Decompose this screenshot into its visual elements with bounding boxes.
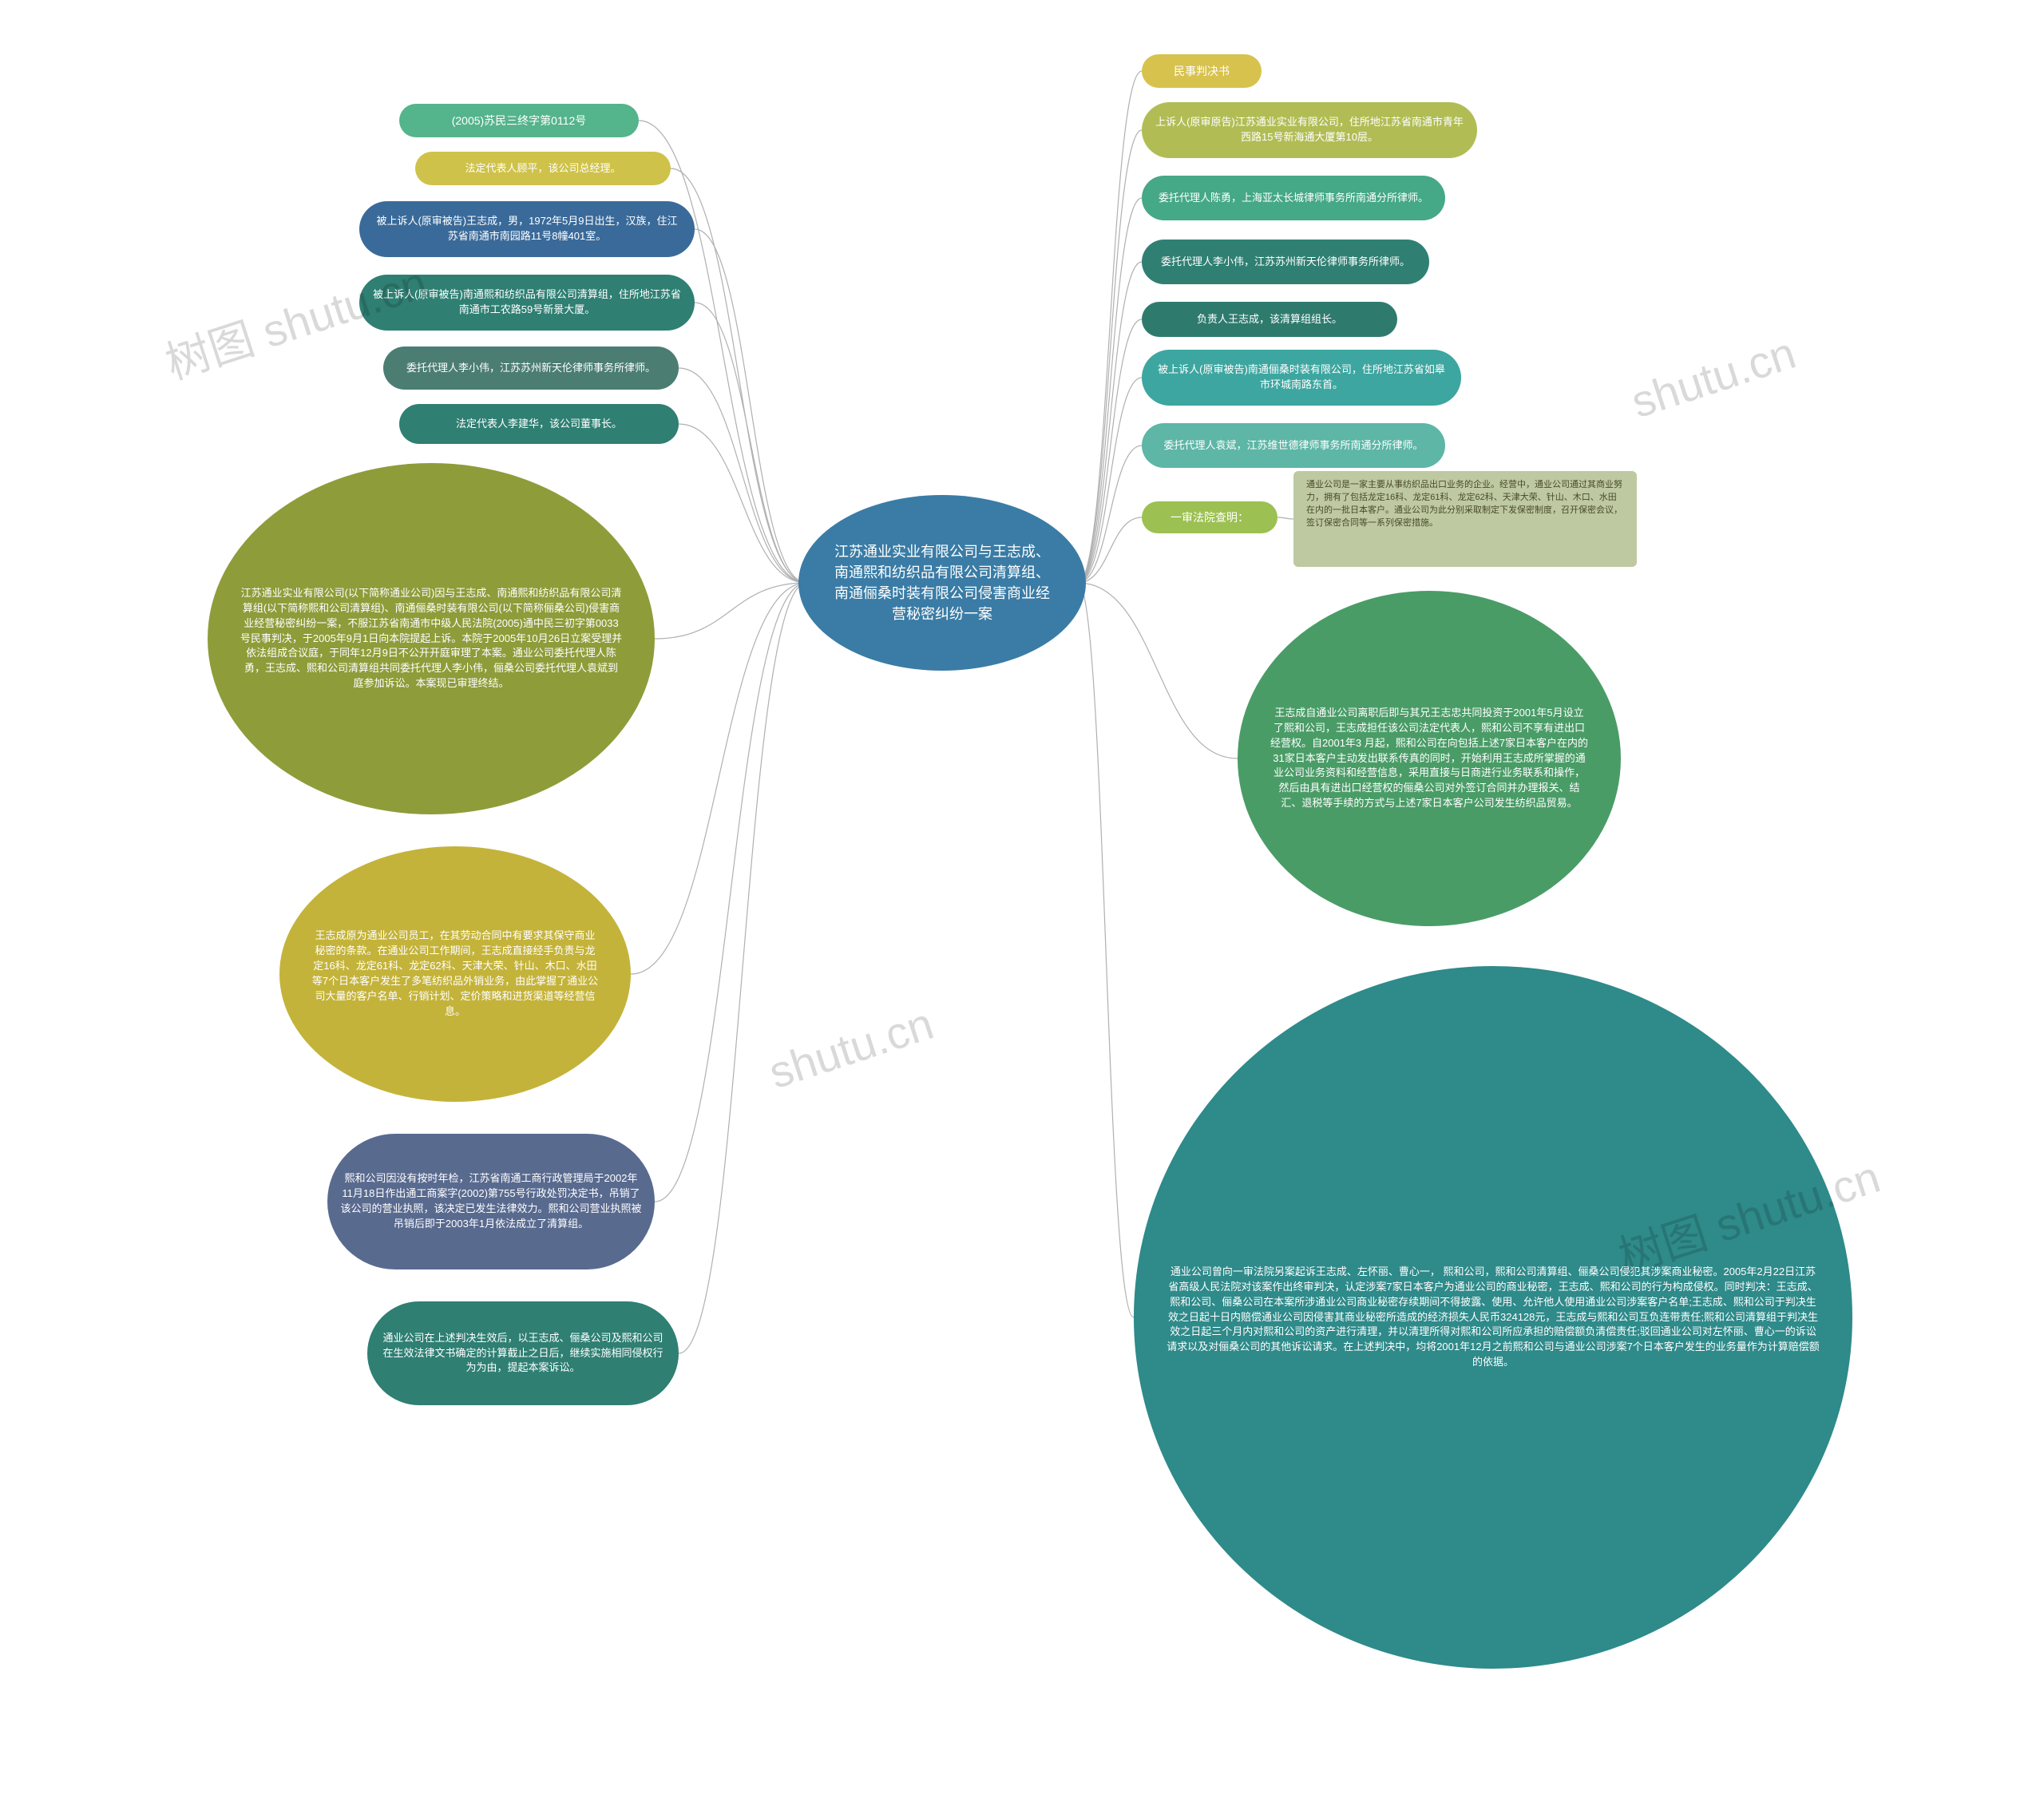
node-label: 王志成自通业公司离职后即与其兄王志忠共同投资于2001年5月设立了熙和公司，王志… bbox=[1270, 706, 1589, 811]
node-r04: 委托代理人李小伟，江苏苏州新天伦律师事务所律师。 bbox=[1142, 240, 1429, 284]
node-label: 被上诉人(原审被告)南通俪桑时装有限公司，住所地江苏省如皋市环城南路东首。 bbox=[1155, 362, 1448, 393]
node-r10: 通业公司曾向一审法院另案起诉王志成、左怀丽、曹心一， 熙和公司，熙和公司清算组、… bbox=[1134, 966, 1852, 1669]
connector bbox=[1078, 130, 1142, 583]
connector bbox=[695, 303, 806, 583]
node-r08a: 通业公司是一家主要从事纺织品出口业务的企业。经营中，通业公司通过其商业努力，拥有… bbox=[1293, 471, 1637, 567]
node-label: 委托代理人李小伟，江苏苏州新天伦律师事务所律师。 bbox=[1161, 255, 1410, 270]
node-label: 法定代表人李建华，该公司董事长。 bbox=[456, 417, 622, 432]
node-label: 王志成原为通业公司员工，在其劳动合同中有要求其保守商业秘密的条款。在通业公司工作… bbox=[311, 929, 599, 1019]
node-r05: 负责人王志成，该清算组组长。 bbox=[1142, 302, 1397, 337]
node-label: (2005)苏民三终字第0112号 bbox=[452, 113, 587, 129]
connector bbox=[655, 583, 806, 639]
center-node: 江苏通业实业有限公司与王志成、南通熙和纺织品有限公司清算组、南通俪桑时装有限公司… bbox=[798, 495, 1086, 671]
node-label: 委托代理人陈勇，上海亚太长城律师事务所南通分所律师。 bbox=[1159, 191, 1428, 206]
node-l07: 江苏通业实业有限公司(以下简称通业公司)因与王志成、南通熙和纺织品有限公司清算组… bbox=[208, 463, 655, 814]
connector bbox=[631, 583, 806, 974]
node-label: 江苏通业实业有限公司与王志成、南通熙和纺织品有限公司清算组、南通俪桑时装有限公司… bbox=[830, 541, 1054, 624]
node-label: 委托代理人李小伟，江苏苏州新天伦律师事务所律师。 bbox=[406, 361, 656, 376]
node-l06: 法定代表人李建华，该公司董事长。 bbox=[399, 404, 679, 444]
node-label: 被上诉人(原审被告)王志成，男，1972年5月9日出生，汉族，住江苏省南通市南园… bbox=[372, 214, 682, 244]
node-label: 通业公司曾向一审法院另案起诉王志成、左怀丽、曹心一， 熙和公司，熙和公司清算组、… bbox=[1166, 1265, 1820, 1370]
connector bbox=[679, 583, 806, 1353]
watermark: shutu.cn bbox=[1625, 327, 1801, 428]
node-label: 一审法院查明： bbox=[1171, 509, 1249, 525]
node-label: 负责人王志成，该清算组组长。 bbox=[1197, 312, 1342, 327]
connector bbox=[1078, 378, 1142, 583]
node-l10: 通业公司在上述判决生效后，以王志成、俪桑公司及熙和公司在生效法律文书确定的计算截… bbox=[367, 1301, 679, 1405]
node-l01: (2005)苏民三终字第0112号 bbox=[399, 104, 639, 137]
connector bbox=[1078, 517, 1142, 583]
node-label: 江苏通业实业有限公司(以下简称通业公司)因与王志成、南通熙和纺织品有限公司清算组… bbox=[240, 586, 623, 691]
watermark: shutu.cn bbox=[763, 997, 939, 1099]
connector bbox=[1078, 71, 1142, 583]
node-l03: 被上诉人(原审被告)王志成，男，1972年5月9日出生，汉族，住江苏省南通市南园… bbox=[359, 201, 695, 257]
node-r06: 被上诉人(原审被告)南通俪桑时装有限公司，住所地江苏省如皋市环城南路东首。 bbox=[1142, 350, 1461, 406]
node-l09: 熙和公司因没有按时年检，江苏省南通工商行政管理局于2002年11月18日作出通工… bbox=[327, 1134, 655, 1269]
node-l02: 法定代表人顾平，该公司总经理。 bbox=[415, 152, 671, 185]
node-r08: 一审法院查明： bbox=[1142, 501, 1278, 533]
node-l04: 被上诉人(原审被告)南通熙和纺织品有限公司清算组，住所地江苏省南通市工农路59号… bbox=[359, 275, 695, 331]
connector bbox=[655, 583, 806, 1202]
node-l05: 委托代理人李小伟，江苏苏州新天伦律师事务所律师。 bbox=[383, 347, 679, 390]
connector bbox=[679, 424, 806, 583]
connector bbox=[1078, 198, 1142, 583]
node-label: 上诉人(原审原告)江苏通业实业有限公司，住所地江苏省南通市青年西路15号新海通大… bbox=[1155, 115, 1464, 145]
node-label: 通业公司是一家主要从事纺织品出口业务的企业。经营中，通业公司通过其商业努力，拥有… bbox=[1306, 479, 1624, 530]
connector bbox=[695, 229, 806, 583]
node-r01: 民事判决书 bbox=[1142, 54, 1262, 88]
connector bbox=[1078, 583, 1238, 758]
connector bbox=[679, 368, 806, 583]
mindmap-stage: 江苏通业实业有限公司与王志成、南通熙和纺织品有限公司清算组、南通俪桑时装有限公司… bbox=[0, 0, 2044, 1814]
node-label: 通业公司在上述判决生效后，以王志成、俪桑公司及熙和公司在生效法律文书确定的计算截… bbox=[380, 1331, 666, 1376]
connector bbox=[1078, 583, 1134, 1317]
node-label: 熙和公司因没有按时年检，江苏省南通工商行政管理局于2002年11月18日作出通工… bbox=[340, 1171, 642, 1231]
node-label: 民事判决书 bbox=[1174, 63, 1230, 79]
connector bbox=[1078, 446, 1142, 583]
node-r09: 王志成自通业公司离职后即与其兄王志忠共同投资于2001年5月设立了熙和公司，王志… bbox=[1238, 591, 1621, 926]
connector bbox=[1078, 319, 1142, 583]
node-r02: 上诉人(原审原告)江苏通业实业有限公司，住所地江苏省南通市青年西路15号新海通大… bbox=[1142, 102, 1477, 158]
node-r03: 委托代理人陈勇，上海亚太长城律师事务所南通分所律师。 bbox=[1142, 176, 1445, 220]
node-label: 法定代表人顾平，该公司总经理。 bbox=[465, 161, 620, 176]
connector bbox=[1278, 517, 1293, 519]
node-label: 被上诉人(原审被告)南通熙和纺织品有限公司清算组，住所地江苏省南通市工农路59号… bbox=[372, 287, 682, 318]
node-label: 委托代理人袁斌，江苏维世德律师事务所南通分所律师。 bbox=[1163, 438, 1423, 454]
node-l08: 王志成原为通业公司员工，在其劳动合同中有要求其保守商业秘密的条款。在通业公司工作… bbox=[279, 846, 631, 1102]
node-r07: 委托代理人袁斌，江苏维世德律师事务所南通分所律师。 bbox=[1142, 423, 1445, 468]
connector bbox=[1078, 262, 1142, 583]
